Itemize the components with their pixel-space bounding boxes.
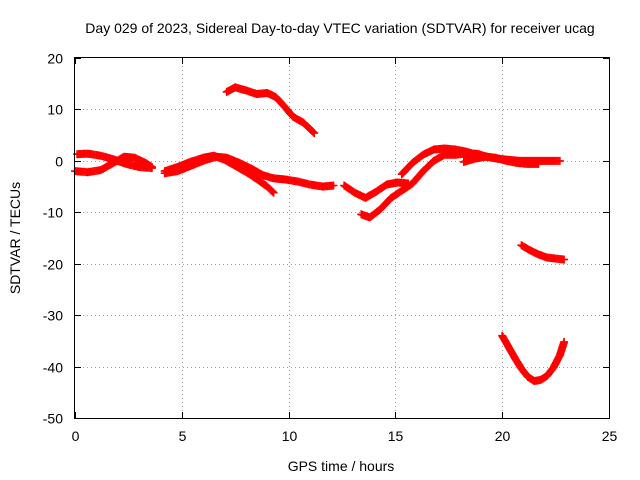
y-tick-label: 20 <box>47 51 63 67</box>
series-arc-4 <box>160 151 278 197</box>
x-axis-label: GPS time / hours <box>288 458 395 474</box>
series-arc-5 <box>222 83 319 138</box>
data-point <box>534 159 543 168</box>
series-arc-6 <box>340 178 413 202</box>
data-point <box>560 337 569 346</box>
y-tick-label: -50 <box>43 411 63 427</box>
data-series <box>71 83 569 385</box>
data-point <box>555 156 564 165</box>
x-tick-labels: 0 5 10 15 20 25 <box>72 428 618 444</box>
data-point <box>310 129 319 138</box>
data-point <box>269 188 278 197</box>
series-arc-11 <box>498 331 569 385</box>
y-tick-label: 0 <box>55 154 63 170</box>
y-tick-label: -30 <box>43 308 63 324</box>
y-tick-label: -10 <box>43 205 63 221</box>
axis-ticks <box>75 58 610 419</box>
data-point <box>560 255 569 264</box>
series-arc-10 <box>517 241 569 264</box>
data-point <box>268 187 277 196</box>
x-tick-label: 5 <box>179 428 187 444</box>
x-tick-label: 10 <box>282 428 298 444</box>
y-tick-labels: -50 -40 -30 -20 -10 0 10 20 <box>43 51 63 427</box>
grid-lines <box>75 58 609 418</box>
x-tick-label: 0 <box>72 428 80 444</box>
x-tick-label: 20 <box>495 428 511 444</box>
y-tick-label: -40 <box>43 360 63 376</box>
x-tick-label: 15 <box>388 428 404 444</box>
data-point <box>329 181 338 190</box>
series-arc-9 <box>459 152 543 168</box>
chart-title: Day 029 of 2023, Sidereal Day-to-day VTE… <box>85 20 594 36</box>
data-point <box>147 163 156 171</box>
y-tick-label: -20 <box>43 257 63 273</box>
y-axis-label: SDTVAR / TECUs <box>7 182 23 294</box>
y-tick-label: 10 <box>47 102 63 118</box>
data-point <box>309 128 318 137</box>
x-tick-label: 25 <box>602 428 618 444</box>
plot-frame <box>74 57 610 419</box>
